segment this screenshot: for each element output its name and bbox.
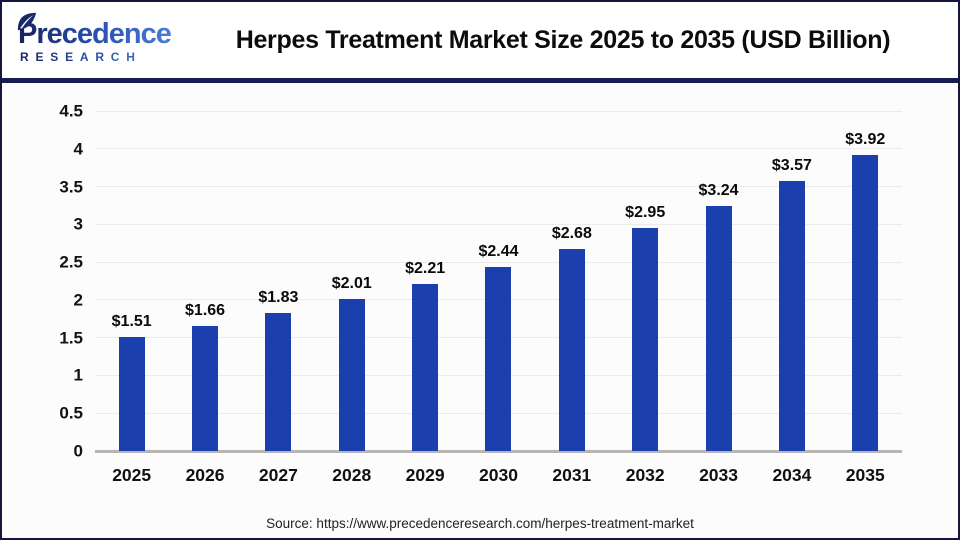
bar-value-label: $2.01: [331, 275, 372, 293]
bar: [852, 154, 879, 451]
y-axis-tick-label: 4.5: [59, 101, 83, 121]
x-axis-tick-label: 2035: [845, 465, 885, 485]
y-axis-tick-label: 3.5: [59, 177, 83, 197]
bar-value-label: $2.44: [478, 242, 519, 260]
bar-value-label: $1.51: [111, 312, 152, 330]
x-axis-tick-label: 2029: [405, 465, 445, 485]
chart-title: Herpes Treatment Market Size 2025 to 203…: [235, 25, 891, 54]
bar: [632, 228, 659, 451]
bar-column: $2.95 2032: [609, 111, 682, 485]
bar-column: $2.44 2030: [462, 111, 535, 485]
bar: [338, 299, 365, 451]
bar-value-label: $2.95: [625, 204, 666, 222]
bar: [705, 206, 732, 451]
gridline: [95, 261, 902, 263]
bars-container: $1.51 2025 $1.66 2026 $1.83 2027 $2.01 2028 $2.2…: [95, 111, 902, 485]
bar: [778, 181, 805, 451]
bar-column: $2.21 2029: [388, 111, 461, 485]
logo-name: Precedence: [18, 17, 171, 50]
bar: [118, 336, 145, 451]
y-axis-tick-label: 1.5: [59, 328, 83, 348]
bar-column: $1.51 2025: [95, 111, 168, 485]
precedence-logo: Precedence RESEARCH: [17, 12, 188, 63]
bar-column: $3.92 2035: [829, 111, 902, 485]
gridline: [95, 223, 902, 225]
gridline: [95, 186, 902, 188]
logo-wordmark: Precedence: [17, 12, 188, 50]
bar: [192, 325, 219, 451]
x-axis-tick-label: 2032: [625, 465, 665, 485]
bar-value-label: $3.24: [698, 182, 739, 200]
bar-value-label: $1.66: [185, 301, 226, 319]
x-axis-tick-label: 2034: [772, 465, 812, 485]
bar: [265, 312, 292, 451]
y-axis-tick-label: 0.5: [59, 403, 83, 423]
plot-area: 0 0.5 1 1.5 2 2.5 3 3.5 4 4.5 $1.51 2025 $1.66 2026 $1…: [59, 103, 902, 485]
source-text: Source: https://www.precedenceresearch.c…: [266, 516, 694, 531]
bar: [558, 248, 585, 451]
bar-value-label: $3.92: [845, 130, 886, 148]
x-axis-tick-label: 2033: [699, 465, 739, 485]
y-axis-tick-label: 2: [73, 290, 83, 310]
chart-area: 0 0.5 1 1.5 2 2.5 3 3.5 4 4.5 $1.51 2025 $1.66 2026 $1…: [2, 83, 958, 538]
bar-value-label: $2.21: [405, 260, 446, 278]
bar: [485, 266, 512, 451]
y-axis-tick-label: 3: [73, 214, 83, 234]
y-axis-tick-label: 2.5: [59, 252, 83, 272]
bar: [412, 284, 439, 451]
x-axis-tick-label: 2025: [112, 465, 152, 485]
bar-value-label: $2.68: [551, 224, 592, 242]
y-axis-tick-label: 4: [73, 139, 83, 159]
bar-column: $3.57 2034: [755, 111, 828, 485]
bar-column: $3.24 2033: [682, 111, 755, 485]
x-axis-tick-label: 2028: [332, 465, 372, 485]
x-axis-tick-label: 2030: [479, 465, 518, 485]
leaf-icon: [17, 12, 37, 30]
header: Precedence RESEARCH Herpes Treatment Mar…: [2, 2, 958, 83]
bar-column: $1.66 2026: [168, 111, 241, 485]
bar-value-label: $3.57: [771, 157, 812, 175]
gridline: [95, 110, 902, 112]
x-axis-tick-label: 2027: [258, 465, 298, 485]
bar-column: $1.83 2027: [242, 111, 315, 485]
x-axis-tick-label: 2026: [185, 465, 225, 485]
bar-value-label: $1.83: [258, 288, 299, 306]
bar-column: $2.68 2031: [535, 111, 608, 485]
x-axis-line: [95, 450, 902, 453]
bar-column: $2.01 2028: [315, 111, 388, 485]
gridline: [95, 148, 902, 150]
y-axis-tick-label: 0: [73, 441, 83, 461]
y-axis-tick-label: 1: [73, 365, 83, 385]
x-axis-tick-label: 2031: [552, 465, 592, 485]
logo-subname: RESEARCH: [18, 51, 188, 63]
